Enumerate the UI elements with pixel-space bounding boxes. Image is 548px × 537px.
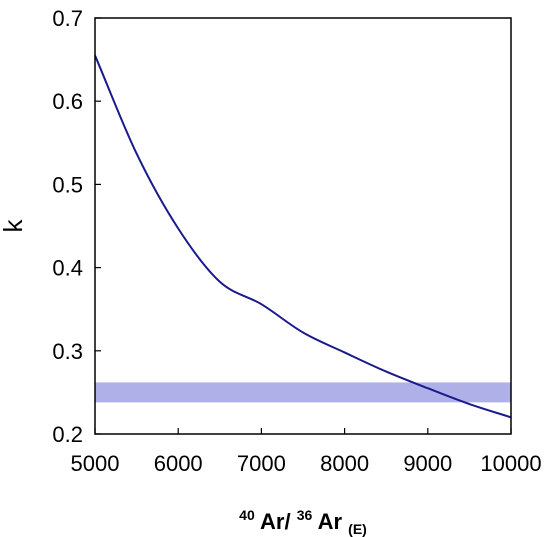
- x-axis-title: 40 Ar/ 36 Ar (E): [239, 500, 367, 537]
- x-axis-title-sub: (E): [348, 521, 367, 537]
- y-tick-label: 0.2: [52, 422, 83, 447]
- y-tick-label: 0.7: [52, 6, 83, 31]
- y-tick-label: 0.6: [52, 89, 83, 114]
- x-axis-title-ar1: Ar/: [260, 509, 291, 534]
- x-tick-label: 5000: [71, 451, 120, 476]
- shaded-band: [95, 382, 511, 403]
- x-axis-title-sup-40: 40: [239, 507, 255, 523]
- x-axis-title-ar2: Ar: [318, 509, 343, 534]
- axes: 5000 6000 7000 8000 9000 10000 0.2 0.3 0.4 0.5 0.6…: [52, 6, 541, 476]
- x-tick-label: 10000: [480, 451, 541, 476]
- y-tick-label: 0.5: [52, 172, 83, 197]
- plot-frame: [94, 17, 512, 435]
- x-tick-label: 9000: [403, 451, 452, 476]
- y-tick-label: 0.4: [52, 256, 83, 281]
- y-tick-label: 0.3: [52, 339, 83, 364]
- x-tick-label: 7000: [237, 451, 286, 476]
- x-axis-title-sup-36: 36: [297, 507, 313, 523]
- plot-area: [94, 55, 512, 419]
- x-tick-label: 8000: [320, 451, 369, 476]
- series-line-0: [94, 55, 512, 419]
- y-axis-title: k: [0, 219, 28, 233]
- x-tick-label: 6000: [154, 451, 203, 476]
